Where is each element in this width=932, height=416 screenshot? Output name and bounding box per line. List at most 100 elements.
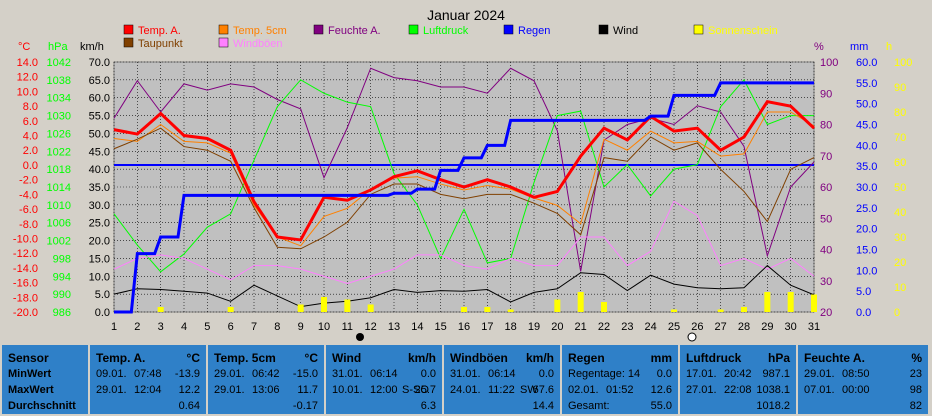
stats-value: 0.64 — [178, 400, 200, 412]
stats-row: Gesamt: 55.0 — [568, 400, 672, 414]
legend-label-windb-en: Windböen — [233, 38, 283, 50]
sun-tick-label: 10 — [894, 282, 906, 294]
stats-row: 24.01. 11:22 SW 67.6 — [450, 384, 554, 398]
wind-tick-label: 50.0 — [89, 128, 110, 140]
stats-value: 1038.1 — [756, 384, 790, 396]
stats-row-label: MaxWert — [8, 384, 54, 396]
rain-axis-label: mm — [850, 41, 868, 53]
wind-tick-label: 35.0 — [89, 182, 110, 194]
temp-tick-label: 8.0 — [23, 101, 38, 113]
stats-value: 67.6 — [532, 384, 554, 396]
stats-row: 27.01. 22:08 1038.1 — [686, 384, 790, 398]
stats-date: 07.01. — [804, 384, 835, 396]
stats-panel-feuchte-a-: Feuchte A.% 29.01. 08:50 23 07.01. 00:00 98 82 — [798, 345, 928, 414]
legend-swatch-feuchte-a- — [313, 24, 324, 35]
stats-value: 82 — [909, 400, 922, 412]
stats-value: 12.6 — [650, 384, 672, 396]
stats-row-label: MinWert — [8, 368, 52, 380]
stats-value: 14.4 — [532, 400, 554, 412]
stats-panel-title: Feuchte A. — [804, 351, 865, 365]
pressure-tick-label: 1002 — [47, 236, 71, 248]
series-line-feuchte-a- — [113, 67, 815, 272]
stats-panel-unit: km/h — [407, 351, 436, 365]
x-tick-label: 8 — [274, 321, 280, 333]
temp-tick-label: -16.0 — [13, 278, 38, 290]
sun-bar — [321, 297, 327, 312]
legend-swatch-sonnenschein — [693, 24, 704, 35]
stats-date: 17.01. — [686, 368, 717, 380]
wind-tick-label: 15.0 — [89, 253, 110, 265]
x-tick-label: 30 — [785, 321, 797, 333]
stats-panel-luftdruck: Luftdruck hPa 17.01. 20:42 987.1 27.01. 22:08 1… — [680, 345, 796, 414]
stats-value: 55.0 — [650, 400, 672, 412]
humidity-tick-label: 40 — [820, 245, 832, 257]
temp-tick-label: 4.0 — [23, 131, 38, 143]
pressure-axis-label: hPa — [48, 41, 68, 53]
wind-tick-label: 40.0 — [89, 164, 110, 176]
pressure-tick-label: 1010 — [47, 200, 71, 212]
temp-tick-label: -4.0 — [19, 189, 38, 201]
pressure-tick-label: 986 — [53, 307, 71, 319]
humidity-tick-label: 80 — [820, 120, 832, 132]
stats-row: 0.64 — [96, 400, 200, 414]
rain-tick-label: 20.0 — [856, 224, 877, 236]
wind-tick-label: 20.0 — [89, 236, 110, 248]
wind-tick-label: 45.0 — [89, 146, 110, 158]
stats-panel-unit: km/h — [525, 351, 554, 365]
rain-tick-label: 55.0 — [856, 78, 877, 90]
rain-tick-label: 10.0 — [856, 265, 877, 277]
x-tick-label: 25 — [668, 321, 680, 333]
stats-panel-temp-a-: Temp. A. °C 09.01. 07:48 -13.9 29.01. 12:04 12.… — [90, 345, 206, 414]
x-tick-label: 9 — [298, 321, 304, 333]
sun-bar — [227, 307, 234, 312]
stats-panel-title: Sensor — [8, 351, 49, 365]
sun-axis-label: h — [886, 41, 892, 53]
wind-tick-label: 5.0 — [95, 289, 110, 301]
sun-tick-label: 100 — [894, 57, 912, 69]
x-tick-label: 21 — [575, 321, 587, 333]
stats-date: 29.01. — [96, 384, 127, 396]
stats-row: 14.4 — [450, 400, 554, 414]
stats-date: 10.01. — [332, 384, 363, 396]
x-tick-label: 31 — [808, 321, 820, 333]
rain-tick-label: 35.0 — [856, 161, 877, 173]
stats-date: 31.01. — [332, 368, 363, 380]
legend-swatch-windb-en — [218, 37, 229, 48]
x-tick-label: 15 — [435, 321, 447, 333]
stats-time: 06:14 — [488, 368, 516, 380]
pressure-tick-label: 1022 — [47, 146, 71, 158]
rain-tick-label: 45.0 — [856, 120, 877, 132]
x-tick-label: 5 — [204, 321, 210, 333]
sun-tick-label: 0 — [894, 307, 900, 319]
rain-tick-label: 15.0 — [856, 245, 877, 257]
stats-date: 09.01. — [96, 368, 127, 380]
wind-tick-label: 55.0 — [89, 111, 110, 123]
full-moon-marker — [687, 332, 697, 342]
pressure-tick-label: 1030 — [47, 111, 71, 123]
x-tick-label: 12 — [365, 321, 377, 333]
wind-tick-label: 25.0 — [89, 218, 110, 230]
pressure-tick-label: 1006 — [47, 218, 71, 230]
chart-title: Januar 2024 — [427, 7, 505, 23]
stats-time: 07:48 — [134, 368, 162, 380]
sun-tick-label: 40 — [894, 207, 906, 219]
sun-bar — [601, 302, 607, 312]
x-tick-label: 22 — [598, 321, 610, 333]
legend-swatch-temp-a- — [123, 24, 134, 35]
stats-row: 82 — [804, 400, 922, 414]
stats-row: Durchschnitt — [8, 400, 82, 414]
pressure-tick-label: 1014 — [47, 182, 71, 194]
humidity-tick-label: 20 — [820, 307, 832, 319]
wind-axis-label: km/h — [80, 41, 104, 53]
x-tick-label: 10 — [318, 321, 330, 333]
stats-panel-unit: °C — [304, 351, 318, 365]
stats-value: 23 — [909, 368, 922, 380]
weather-chart: Januar 202414.012.010.08.06.04.02.00.0-2… — [12, 7, 913, 342]
x-tick-label: 11 — [342, 321, 353, 333]
temp-tick-label: -8.0 — [19, 219, 38, 231]
x-tick-label: 24 — [645, 321, 657, 333]
series-line-taupunkt — [113, 127, 815, 250]
stats-date: 31.01. — [450, 368, 481, 380]
series-line-temp-a- — [113, 100, 816, 242]
legend-label-temp-5cm: Temp. 5cm — [233, 25, 287, 37]
